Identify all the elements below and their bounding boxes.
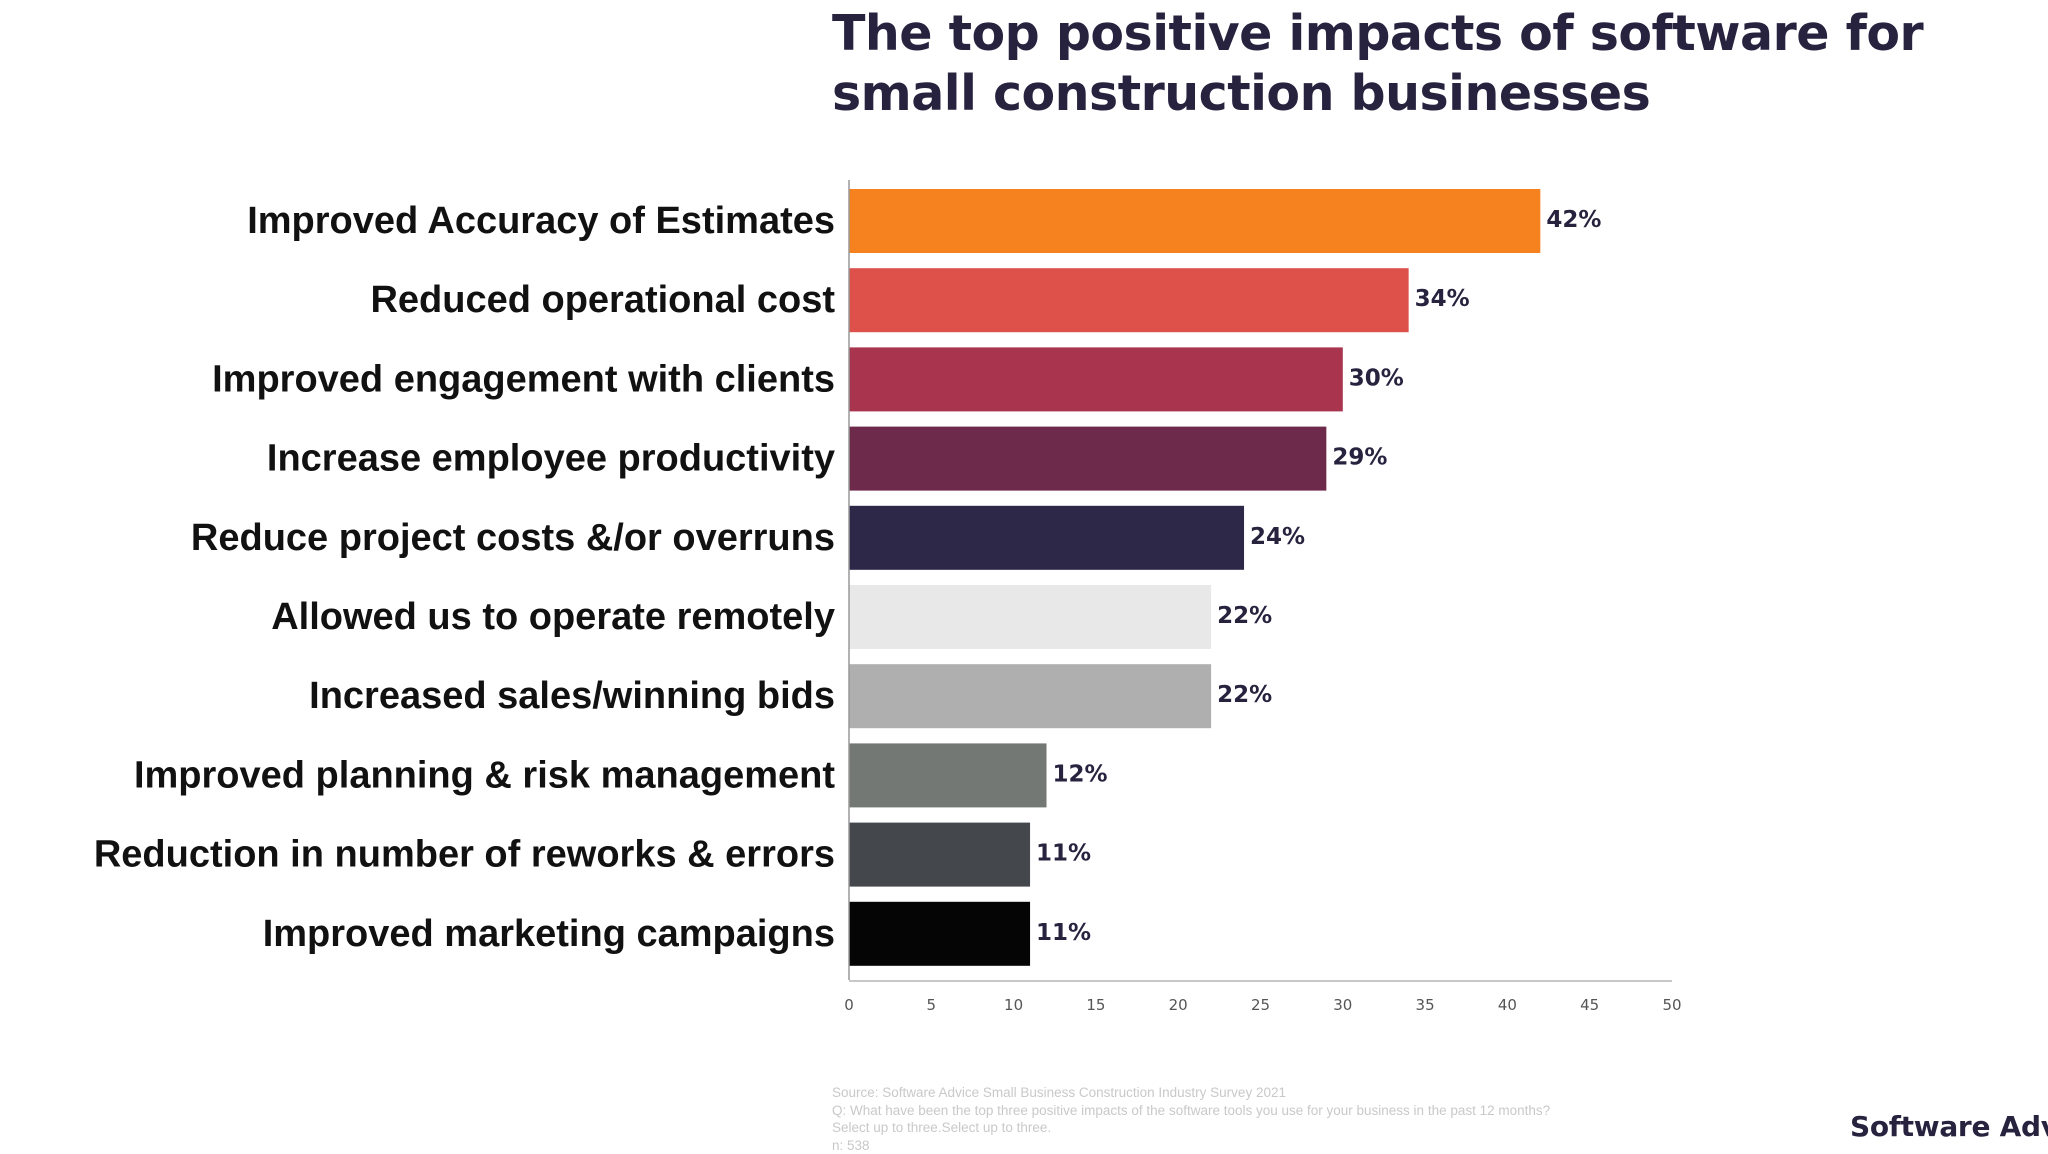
value-label-8: 12% — [1053, 761, 1108, 787]
category-label-10: Improved marketing campaigns — [263, 913, 835, 955]
bar-6 — [849, 585, 1211, 649]
category-label-3: Improved engagement with clients — [212, 358, 835, 400]
footnote: Source: Software Advice Small Business C… — [832, 1084, 1832, 1154]
x-axis-ticks: 0 5 10 15 20 25 30 35 40 45 50 — [844, 996, 1681, 1014]
category-label-9: Reduction in number of reworks & errors — [94, 834, 835, 876]
value-label-9: 11% — [1036, 841, 1091, 867]
x-tick-label-10: 10 — [1004, 996, 1023, 1014]
category-label-6: Allowed us to operate remotely — [271, 596, 835, 638]
software-advice-logo: Software Advice — [1850, 1110, 2048, 1143]
category-label-2: Reduced operational cost — [370, 279, 835, 321]
bar-10 — [849, 902, 1030, 966]
x-tick-label-25: 25 — [1251, 996, 1270, 1014]
footnote-sample: n: 538 — [832, 1137, 1832, 1154]
value-label-5: 24% — [1250, 524, 1305, 550]
category-label-7: Increased sales/winning bids — [309, 675, 835, 717]
bar-9 — [849, 823, 1030, 887]
bar-4 — [849, 427, 1326, 491]
value-label-4: 29% — [1332, 445, 1387, 471]
category-labels: Improved Accuracy of Estimates Reduced op… — [94, 200, 835, 955]
bar-8 — [849, 743, 1047, 807]
x-tick-label-20: 20 — [1169, 996, 1188, 1014]
category-label-8: Improved planning & risk management — [134, 754, 835, 796]
value-label-7: 22% — [1217, 682, 1272, 708]
value-label-1: 42% — [1546, 207, 1601, 233]
category-label-4: Increase employee productivity — [267, 438, 835, 480]
x-tick-label-50: 50 — [1662, 996, 1681, 1014]
x-tick-label-35: 35 — [1416, 996, 1435, 1014]
footnote-question: Q: What have been the top three positive… — [832, 1102, 1832, 1120]
bar-3 — [849, 347, 1343, 411]
bar-5 — [849, 506, 1244, 570]
x-tick-label-30: 30 — [1333, 996, 1352, 1014]
x-tick-label-15: 15 — [1086, 996, 1105, 1014]
bar-7 — [849, 664, 1211, 728]
value-label-6: 22% — [1217, 603, 1272, 629]
x-tick-label-45: 45 — [1580, 996, 1599, 1014]
value-label-10: 11% — [1036, 920, 1091, 946]
x-tick-label-40: 40 — [1498, 996, 1517, 1014]
category-label-5: Reduce project costs &/or overruns — [191, 517, 835, 559]
x-tick-label-5: 5 — [927, 996, 937, 1014]
footnote-source: Source: Software Advice Small Business C… — [832, 1084, 1832, 1102]
bar-2 — [849, 268, 1409, 332]
value-label-2: 34% — [1415, 286, 1470, 312]
footnote-instruction: Select up to three.Select up to three. — [832, 1119, 1832, 1137]
value-label-3: 30% — [1349, 365, 1404, 391]
category-label-1: Improved Accuracy of Estimates — [247, 200, 835, 242]
x-tick-label-0: 0 — [844, 996, 854, 1014]
bar-1 — [849, 189, 1540, 253]
